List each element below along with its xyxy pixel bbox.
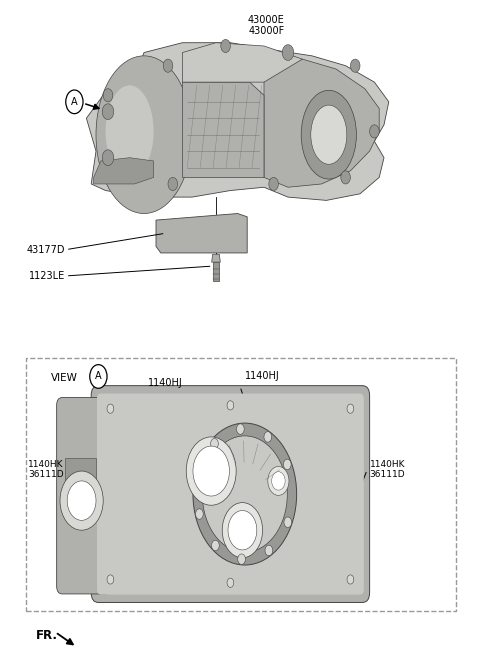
Polygon shape (94, 158, 154, 184)
Polygon shape (264, 59, 379, 187)
Text: 1140HJ: 1140HJ (245, 371, 279, 381)
Circle shape (103, 89, 113, 102)
Circle shape (107, 575, 114, 584)
Circle shape (193, 446, 229, 496)
FancyBboxPatch shape (97, 394, 364, 595)
Circle shape (264, 432, 272, 442)
Circle shape (341, 171, 350, 184)
Text: FR.: FR. (36, 629, 58, 642)
Text: A: A (95, 371, 102, 382)
Polygon shape (182, 43, 302, 82)
Bar (65, 484, 96, 510)
Circle shape (195, 509, 203, 519)
Circle shape (265, 545, 273, 556)
Bar (213, 262, 219, 281)
Circle shape (284, 459, 291, 470)
FancyBboxPatch shape (57, 397, 111, 594)
Polygon shape (86, 43, 389, 200)
Circle shape (60, 471, 103, 530)
Circle shape (163, 59, 173, 72)
Circle shape (222, 503, 263, 558)
Circle shape (269, 177, 278, 191)
Bar (65, 458, 96, 484)
Text: 43000E
43000F: 43000E 43000F (248, 14, 285, 36)
Circle shape (237, 424, 244, 434)
Text: VIEW: VIEW (51, 373, 78, 383)
Text: 1140HK
36111D: 1140HK 36111D (370, 460, 405, 480)
Text: 1140HK
36111D: 1140HK 36111D (28, 460, 63, 480)
Circle shape (221, 39, 230, 53)
Circle shape (168, 177, 178, 191)
Circle shape (272, 472, 285, 490)
Circle shape (228, 510, 257, 550)
Circle shape (227, 578, 234, 587)
Text: 1140HJ: 1140HJ (148, 378, 183, 388)
Circle shape (284, 517, 292, 528)
Circle shape (67, 481, 96, 520)
Polygon shape (212, 254, 220, 262)
Circle shape (268, 466, 289, 495)
Circle shape (212, 540, 219, 551)
Text: 43177D: 43177D (26, 244, 65, 255)
Circle shape (227, 401, 234, 410)
Circle shape (102, 104, 114, 120)
Bar (26, 358, 456, 611)
Circle shape (238, 554, 245, 564)
Circle shape (195, 470, 203, 481)
Ellipse shape (301, 91, 356, 179)
Circle shape (186, 437, 236, 505)
Text: A: A (71, 97, 78, 107)
Polygon shape (156, 214, 247, 253)
Circle shape (193, 423, 297, 565)
Circle shape (107, 404, 114, 413)
Circle shape (211, 438, 218, 449)
Ellipse shape (311, 105, 347, 164)
Circle shape (347, 404, 354, 413)
Circle shape (102, 150, 114, 166)
Circle shape (282, 45, 294, 60)
Circle shape (202, 436, 288, 553)
Ellipse shape (96, 56, 192, 214)
Polygon shape (182, 82, 264, 177)
Circle shape (370, 125, 379, 138)
Circle shape (66, 90, 83, 114)
Circle shape (90, 365, 107, 388)
Circle shape (347, 575, 354, 584)
Circle shape (350, 59, 360, 72)
FancyBboxPatch shape (91, 386, 370, 602)
Text: 1123LE: 1123LE (28, 271, 65, 281)
Ellipse shape (106, 85, 154, 177)
